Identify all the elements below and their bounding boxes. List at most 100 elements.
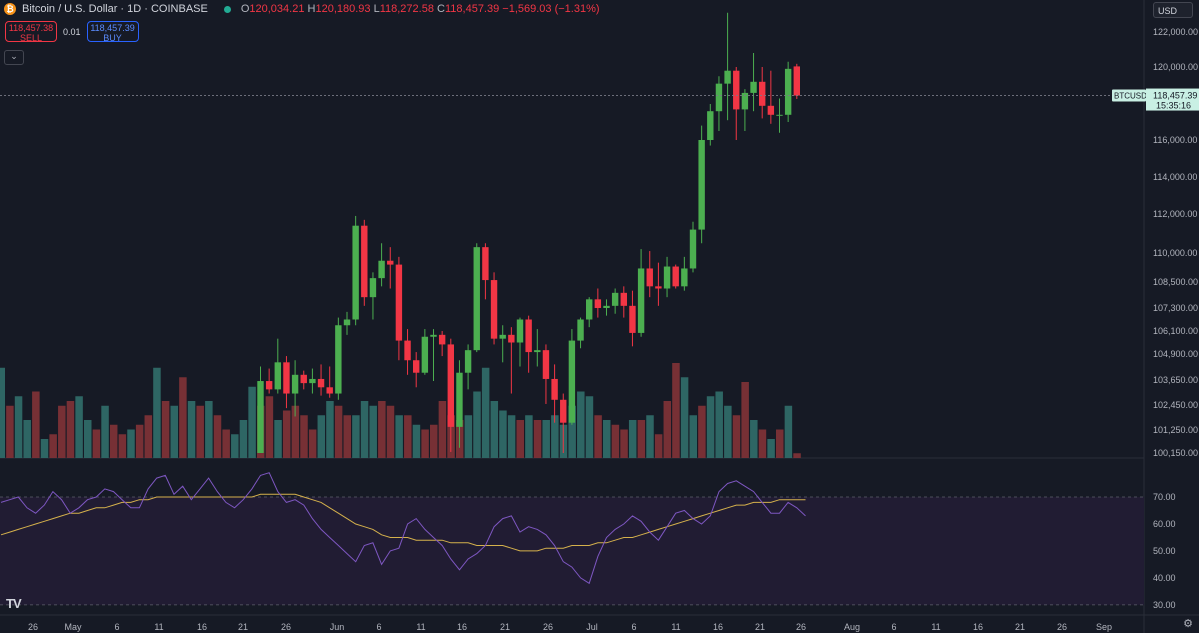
buy-button[interactable]: 118,457.39 BUY [86,21,139,43]
time-tick-label: Jun [330,622,345,632]
time-tick-label: 26 [543,622,553,632]
volume-bar [438,401,447,458]
volume-bar [499,410,507,458]
volume-bar [101,405,109,458]
currency-select[interactable]: USD [1153,2,1193,18]
volume-bar [525,415,533,458]
time-tick-label: 6 [891,622,896,632]
candle [724,70,731,84]
candle [343,319,351,326]
rsi-tick-label: 40.00 [1153,573,1176,583]
candle [447,344,454,427]
rsi-tick-label: 60.00 [1153,519,1176,529]
volume-bar [378,401,386,458]
volume-bar [724,405,732,458]
volume-bar [170,405,178,458]
collapse-chevron-icon[interactable]: ⌄ [4,50,24,65]
price-tick-label: 107,300.00 [1153,303,1198,313]
volume-bar [23,420,31,458]
sell-button[interactable]: 118,457.38 SELL [5,21,57,43]
candle [352,225,359,320]
volume-bar [239,420,248,458]
volume-bar [750,420,758,458]
volume-bar [326,401,334,458]
candle [681,268,688,287]
candle [784,68,792,115]
volume-bar [577,391,585,458]
candle [482,247,489,281]
candle [499,334,506,339]
time-tick-label: 16 [197,622,207,632]
volume-bar [784,405,793,458]
price-tick-label: 116,000.00 [1153,135,1197,145]
candle [568,340,576,423]
volume-bar [758,429,767,458]
candle [594,299,602,308]
candle [283,362,290,394]
candle [707,111,714,140]
volume-bar [213,415,222,458]
candle [326,387,333,394]
candle [404,340,411,361]
volume-bar [127,429,135,458]
candle [413,360,420,373]
volume-bar [481,367,490,458]
price-tick-label: 104,900.00 [1153,349,1198,359]
candle [369,278,377,298]
price-tick-label: 114,000.00 [1153,172,1197,182]
candle [698,140,705,230]
candle [335,325,342,394]
volume-bar [689,415,697,458]
volume-bar [196,405,204,458]
volume-bar [352,415,360,458]
time-tick-label: 11 [154,622,163,632]
volume-bar [291,405,300,458]
volume-bar [741,382,749,458]
volume-bar [300,415,308,458]
volume-bar [533,420,542,458]
volume-bar [369,405,377,458]
candle [395,264,403,341]
candle [430,334,437,337]
trade-panel: 118,457.38 SELL 0.01 118,457.39 BUY [5,21,139,43]
last-price-symbol: BTCUSD [1114,92,1147,101]
volume-bar [222,429,230,458]
volume-bar [317,415,326,458]
candle [637,268,645,333]
volume-bar [421,429,429,458]
time-tick-label: Jul [586,622,598,632]
volume-bar [594,415,602,458]
volume-bar [672,363,680,458]
rsi-band [0,496,1144,605]
candle [560,399,567,423]
candle [715,83,723,112]
time-tick-label: 11 [931,622,940,632]
candle [291,374,299,394]
volume-bar [49,434,57,458]
volume-bar [628,420,637,458]
volume-bar [32,391,40,458]
candle [759,81,766,106]
volume-bar [516,420,524,458]
candle [534,350,541,353]
volume-bar [40,439,49,458]
candle [586,299,593,320]
last-price-value: 118,457.39 [1153,91,1197,101]
volume-bar [680,377,689,458]
volume-bar [282,410,291,458]
ohlc-values: O120,034.21 H120,180.93 L118,272.58 C118… [240,3,600,15]
volume-bar [205,401,213,458]
candle [361,225,368,298]
volume-bar [66,401,75,458]
symbol-title[interactable]: Bitcoin / U.S. Dollar · 1D · COINBASE [22,3,208,15]
volume-bar [585,396,594,458]
candle [577,319,584,341]
volume-bar [715,391,723,458]
volume-bar [412,424,421,458]
time-tick-label: 11 [671,622,680,632]
rsi-line [0,472,806,585]
candle [421,336,429,373]
gear-icon[interactable]: ⚙ [1183,618,1193,630]
volume-bar [395,415,403,458]
